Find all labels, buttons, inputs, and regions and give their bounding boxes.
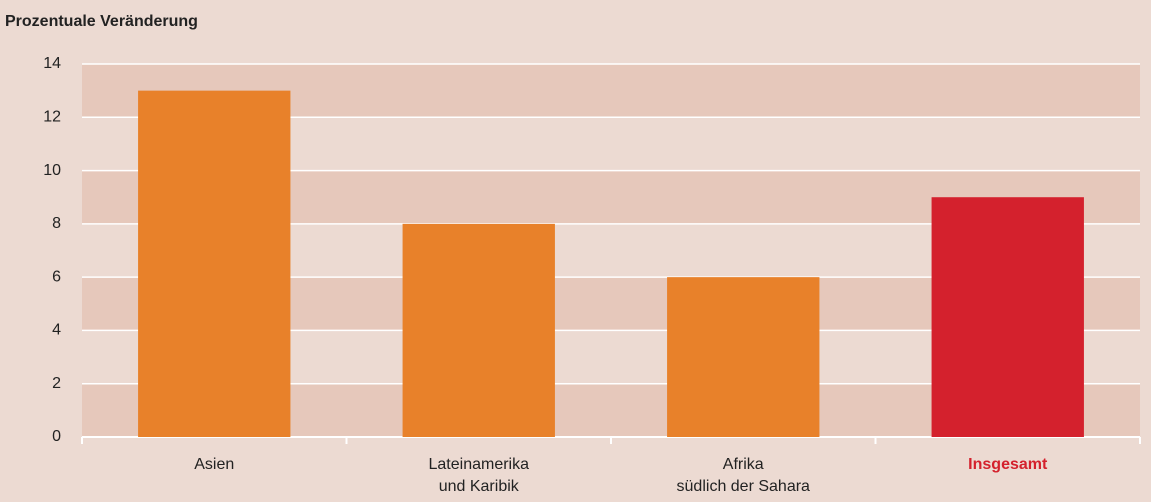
y-tick-label: 4 [52,322,61,339]
y-tick-label: 6 [52,268,61,285]
bar [667,277,820,437]
x-tick-label: Insgesamt [968,456,1048,473]
bar [931,197,1084,437]
y-tick-label: 12 [43,109,61,126]
y-tick-label: 14 [43,55,61,72]
y-tick-label: 0 [52,428,61,445]
chart-title: Prozentuale Veränderung [5,13,198,30]
y-tick-label: 2 [52,375,61,392]
x-tick-label: Afrika südlich der Sahara [676,456,810,495]
x-tick-label: Asien [194,456,235,473]
bar [402,223,555,437]
y-tick-label: 8 [52,215,61,232]
bar [138,90,291,438]
x-tick-label: Lateinamerika und Karibik [428,456,530,495]
y-tick-label: 10 [43,162,61,179]
